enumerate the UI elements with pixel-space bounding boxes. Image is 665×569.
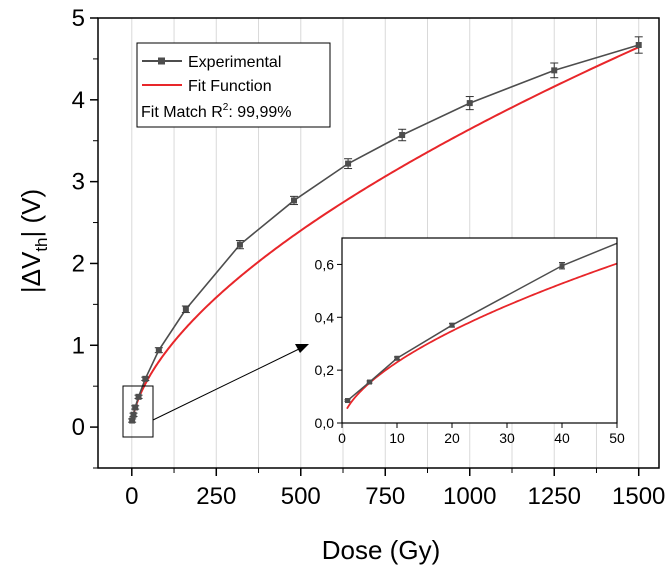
- legend-experimental-label: Experimental: [188, 54, 281, 71]
- main-fit-curve: [131, 46, 640, 423]
- main-experimental-point-9: [344, 158, 353, 170]
- x-tick-label-1: 250: [196, 483, 236, 510]
- inset-y-tick-label-3: 0,6: [315, 256, 335, 272]
- x-tick-label-4: 1000: [443, 483, 496, 510]
- y-tick-label-4: 4: [72, 87, 85, 114]
- main-experimental-point-12: [550, 62, 559, 79]
- y-tick-label-1: 1: [72, 332, 85, 359]
- zoom-arrow-line: [152, 348, 300, 421]
- y-axis-title-subscript: th: [32, 237, 51, 251]
- main-experimental-point-5: [154, 347, 163, 354]
- annotation-superscript: 2: [223, 102, 229, 113]
- inset-x-tick-label-0: 0: [338, 430, 346, 446]
- y-tick-label-0: 0: [72, 414, 85, 441]
- inset-experimental-point-2: [394, 355, 400, 361]
- inset-fit-line: [346, 262, 618, 410]
- x-tick-label-6: 1500: [612, 483, 665, 510]
- inset-fit-curve: [346, 262, 618, 410]
- x-tick-label-2: 500: [281, 483, 321, 510]
- inset-x-tick-label-3: 30: [499, 430, 515, 446]
- main-experimental-point-2: [131, 404, 140, 411]
- main-experimental-point-11: [465, 96, 474, 111]
- inset-chart: 0 10 20 30 40 50 0,0 0,2 0,4 0,6: [315, 237, 625, 446]
- main-experimental-point-13: [634, 36, 643, 54]
- main-fit-line: [131, 46, 640, 423]
- main-experimental-point-6: [181, 305, 190, 314]
- inset-experimental-point-0: [344, 398, 351, 404]
- inset-y-tick-label-0: 0,0: [315, 415, 335, 431]
- y-tick-label-3: 3: [72, 169, 85, 196]
- annotation-value: : 99,99%: [228, 104, 291, 121]
- inset-experimental-point-3: [449, 322, 455, 328]
- inset-x-tick-label-4: 40: [554, 430, 570, 446]
- y-tick-label-5: 5: [72, 5, 85, 32]
- main-experimental-series: [128, 36, 643, 424]
- inset-ticks: 0 10 20 30 40 50 0,0 0,2 0,4 0,6: [315, 256, 625, 446]
- y-tick-label-2: 2: [72, 250, 85, 277]
- inset-experimental-point-1: [366, 379, 373, 385]
- inset-experimental-series: [344, 242, 618, 404]
- y-axis-title: |ΔVth| (V): [16, 189, 51, 293]
- main-experimental-point-10: [398, 128, 407, 142]
- legend-fit-annotation: Fit Match R2: 99,99%: [141, 102, 292, 121]
- inset-y-tick-label-2: 0,4: [315, 309, 335, 325]
- inset-frame: [341, 237, 618, 424]
- zoom-region-box: [122, 385, 154, 438]
- inset-y-tick-label-1: 0,2: [315, 362, 335, 378]
- inset-x-tick-label-1: 10: [389, 430, 405, 446]
- legend: Experimental Fit Function Fit Match R2: …: [136, 42, 331, 128]
- main-experimental-point-0: [128, 417, 137, 424]
- main-experimental-point-3: [134, 393, 143, 400]
- plot-area-frame: [97, 17, 660, 469]
- x-tick-label-5: 1250: [528, 483, 581, 510]
- x-tick-label-0: 0: [125, 483, 138, 510]
- legend-experimental-marker: [158, 57, 165, 65]
- zoom-arrow-head: [295, 344, 309, 353]
- y-axis-title-main: |ΔV: [16, 251, 46, 293]
- inset-plot-frame: [341, 237, 618, 424]
- inset-background: [342, 238, 617, 423]
- main-experimental-point-7: [235, 240, 244, 250]
- inset-experimental-line: [347, 242, 618, 402]
- main-experimental-point-8: [290, 195, 299, 206]
- inset-x-tick-label-2: 20: [444, 430, 460, 446]
- annotation-prefix: Fit Match R: [141, 104, 223, 121]
- main-experimental-point-1: [129, 411, 138, 418]
- x-tick-label-3: 750: [365, 483, 405, 510]
- inset-x-tick-label-5: 50: [609, 430, 625, 446]
- legend-fit-label: Fit Function: [188, 78, 272, 95]
- y-axis-title-tail: | (V): [16, 189, 46, 238]
- x-axis-title: Dose (Gy): [322, 535, 440, 565]
- main-frame: [97, 17, 660, 469]
- inset-experimental-point-4: [559, 262, 565, 270]
- main-experimental-point-4: [141, 375, 150, 382]
